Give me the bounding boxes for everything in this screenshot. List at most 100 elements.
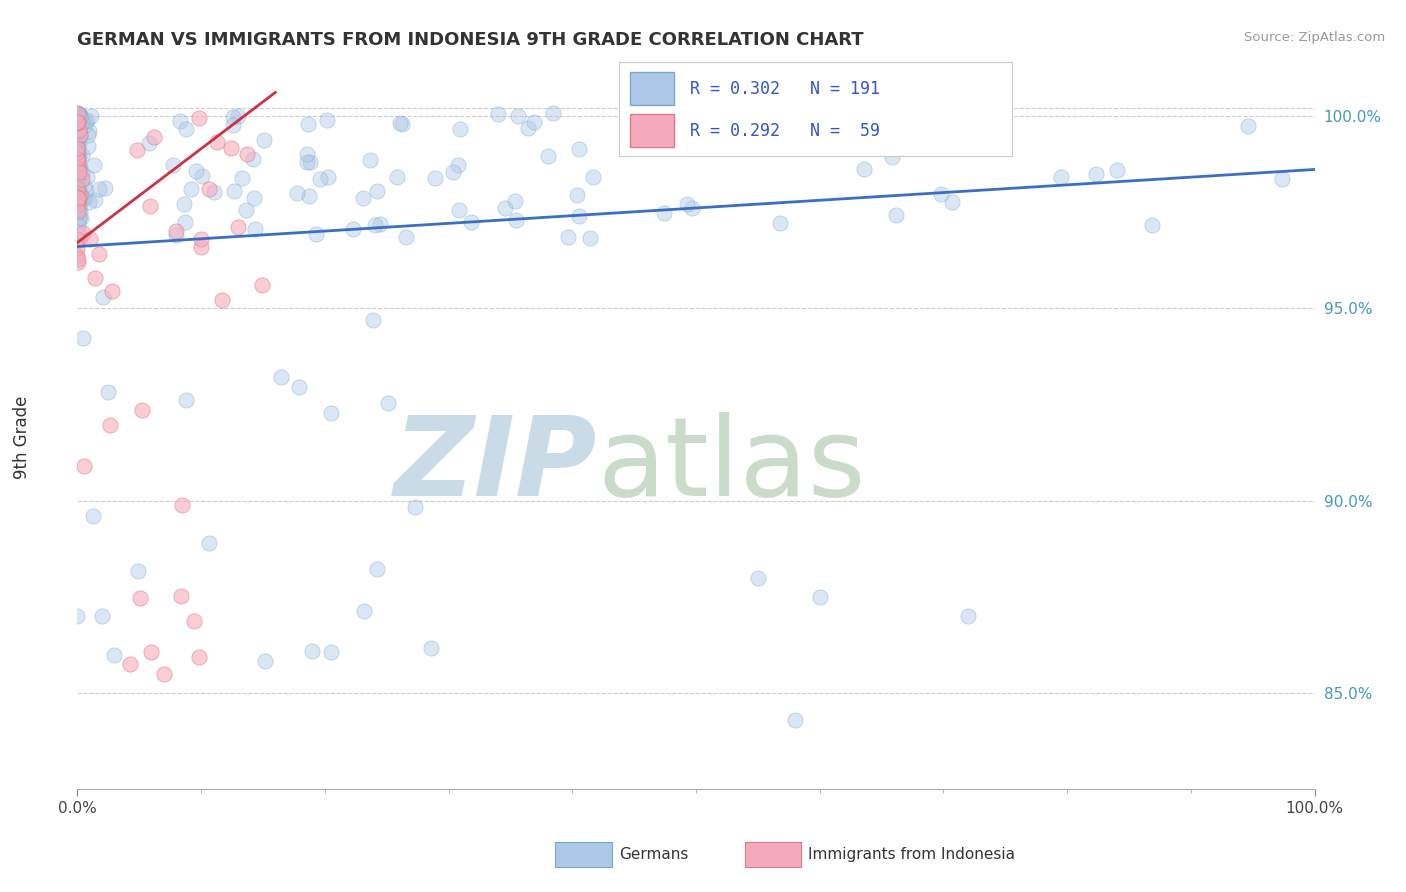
Point	[67, 211, 90, 226]
Point	[778, 110, 800, 124]
Point	[243, 192, 266, 206]
Point	[316, 169, 339, 184]
Point	[250, 278, 273, 293]
Text: R = 0.292   N =  59: R = 0.292 N = 59	[689, 122, 880, 140]
Point	[188, 650, 211, 665]
Text: ZIP: ZIP	[394, 412, 598, 519]
Point	[67, 177, 90, 191]
Point	[198, 181, 221, 195]
Point	[67, 191, 90, 205]
Point	[377, 396, 399, 410]
Point	[69, 110, 91, 124]
Point	[447, 202, 470, 217]
Point	[66, 147, 89, 161]
Point	[67, 105, 90, 120]
Point	[441, 165, 464, 179]
Point	[66, 160, 89, 174]
Point	[352, 191, 374, 205]
Point	[66, 139, 89, 153]
Point	[66, 145, 89, 160]
Point	[319, 406, 342, 420]
Point	[190, 232, 212, 246]
Point	[131, 403, 153, 417]
Point	[73, 118, 96, 132]
Point	[66, 153, 89, 167]
Point	[316, 113, 339, 128]
Point	[368, 217, 391, 231]
Point	[391, 117, 413, 131]
Point	[1050, 170, 1073, 185]
Point	[67, 233, 90, 247]
Point	[211, 293, 233, 307]
Point	[67, 182, 90, 196]
Point	[353, 604, 375, 618]
Point	[69, 128, 91, 142]
Point	[763, 121, 786, 136]
Point	[66, 106, 89, 120]
Point	[83, 157, 105, 171]
Point	[67, 201, 90, 215]
Point	[66, 206, 89, 220]
Point	[253, 133, 276, 147]
Point	[423, 171, 446, 186]
Point	[66, 115, 89, 129]
Point	[173, 215, 195, 229]
Point	[87, 182, 110, 196]
Point	[173, 196, 195, 211]
Point	[138, 199, 160, 213]
Point	[67, 186, 90, 200]
Point	[66, 152, 89, 166]
Point	[66, 202, 89, 217]
Point	[87, 247, 110, 261]
Point	[449, 122, 471, 136]
Point	[297, 154, 319, 169]
Point	[957, 609, 980, 624]
Point	[66, 231, 89, 245]
Point	[66, 181, 89, 195]
Point	[72, 330, 94, 344]
Point	[931, 186, 953, 201]
Point	[579, 230, 602, 244]
Point	[309, 172, 332, 186]
Point	[298, 189, 321, 203]
Point	[254, 654, 277, 668]
Point	[69, 211, 91, 226]
Point	[66, 145, 89, 160]
Point	[66, 241, 89, 255]
Point	[172, 498, 194, 512]
Text: atlas: atlas	[598, 412, 866, 519]
Point	[83, 194, 105, 208]
Point	[245, 222, 267, 236]
Point	[66, 173, 89, 187]
Point	[142, 129, 165, 144]
Point	[557, 229, 579, 244]
Point	[506, 109, 529, 123]
Point	[66, 115, 89, 129]
Point	[503, 194, 526, 209]
Point	[91, 609, 114, 624]
Point	[582, 169, 605, 184]
Point	[66, 141, 89, 155]
Point	[69, 111, 91, 125]
Point	[170, 589, 193, 603]
Point	[342, 222, 364, 236]
Point	[66, 115, 89, 129]
Text: R = 0.302   N = 191: R = 0.302 N = 191	[689, 79, 880, 97]
Point	[66, 194, 89, 209]
Point	[162, 158, 184, 172]
Point	[97, 384, 120, 399]
Point	[67, 164, 90, 178]
Point	[221, 141, 243, 155]
Point	[84, 270, 107, 285]
Point	[77, 124, 100, 138]
Point	[395, 229, 418, 244]
Point	[165, 224, 187, 238]
Point	[66, 194, 89, 208]
Point	[66, 125, 89, 139]
Point	[76, 170, 98, 185]
Point	[66, 136, 89, 151]
Point	[79, 232, 101, 246]
Point	[66, 190, 89, 204]
Point	[66, 172, 89, 186]
Point	[70, 114, 93, 128]
